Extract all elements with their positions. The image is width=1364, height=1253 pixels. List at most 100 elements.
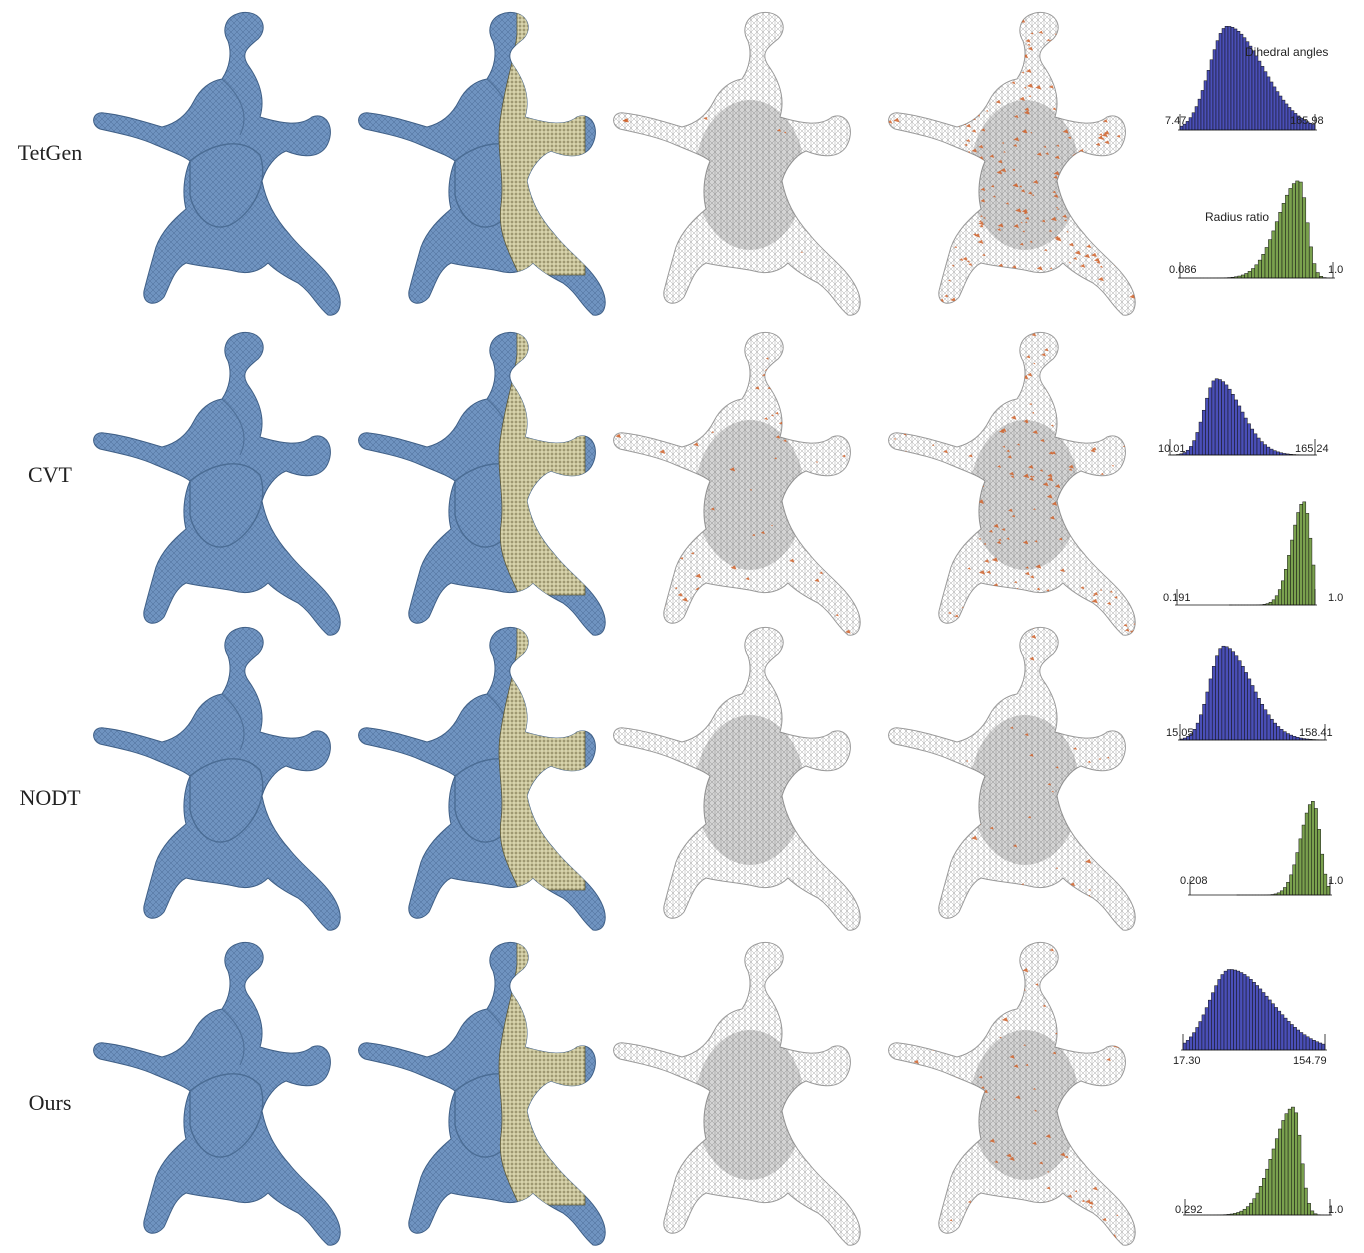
sliver-mark: [995, 100, 1001, 104]
sliver-mark: [947, 346, 952, 351]
sliver-mark: [853, 367, 856, 370]
sliver-mark: [651, 544, 657, 549]
histogram-bar: [1308, 246, 1313, 279]
sliver-mark: [943, 449, 948, 454]
histogram-bar: [1207, 999, 1212, 1051]
sliver-mark: [1129, 1177, 1136, 1182]
histogram-bar: [1307, 804, 1312, 896]
histogram-bar: [1274, 221, 1279, 279]
sliver-mark: [1103, 92, 1109, 96]
sliver-mark: [1050, 424, 1054, 427]
sliver-mark: [947, 91, 951, 94]
sliver-mark: [939, 243, 946, 248]
sliver-mark: [1010, 987, 1014, 991]
sliver-mark: [1015, 208, 1022, 213]
sliver-mark: [1087, 425, 1092, 429]
sliver-mark: [889, 416, 896, 421]
sliver-mark: [1100, 472, 1104, 476]
wire-light-body: [613, 331, 861, 636]
sliver-mark: [1123, 173, 1130, 178]
histogram-bar: [1218, 379, 1222, 456]
sliver-mark: [929, 468, 936, 474]
sliver-mark: [1073, 298, 1077, 301]
sliver-mark: [1139, 563, 1143, 566]
sliver-mark: [1077, 537, 1081, 540]
sliver-mark: [974, 1212, 978, 1216]
sliver-mark: [935, 1159, 941, 1163]
sliver-mark: [1036, 152, 1042, 156]
sliver-mark: [1015, 627, 1021, 630]
sliver-mark: [1088, 291, 1093, 296]
sliver-mark: [1055, 237, 1062, 242]
sliver-mark: [1087, 66, 1092, 70]
sliver-mark: [1005, 285, 1008, 288]
sliver-mark: [1074, 50, 1078, 54]
sliver-mark: [932, 607, 935, 610]
sliver-mark: [970, 18, 974, 22]
histogram-bar: [1286, 733, 1290, 741]
radius-max-label: 1.0: [1328, 1204, 1344, 1216]
sliver-mark: [1030, 920, 1037, 926]
sliver-mark: [888, 120, 893, 124]
sliver-mark: [891, 332, 897, 335]
sliver-mark: [1122, 106, 1128, 110]
sliver-mark: [906, 106, 912, 110]
sliver-mark: [1085, 1199, 1092, 1204]
wire-heavy-body: [888, 331, 1136, 636]
wireframe-light-nodt: [610, 620, 870, 940]
sliver-mark: [745, 577, 750, 581]
sliver-mark: [1104, 483, 1108, 486]
sliver-mark: [1074, 250, 1081, 255]
sliver-mark: [1109, 248, 1115, 253]
sliver-mark: [1115, 432, 1122, 437]
sliver-mark: [985, 109, 989, 112]
histogram-bar: [1274, 1138, 1279, 1216]
sliver-mark: [1092, 106, 1098, 111]
wire-core: [970, 420, 1080, 570]
sliver-mark: [978, 220, 982, 223]
sliver-mark: [950, 318, 955, 322]
histogram-bar: [1221, 645, 1226, 741]
cut-mesh-nodt: [355, 620, 615, 940]
sliver-mark: [796, 493, 801, 497]
sliver-mark: [932, 471, 939, 476]
sliver-mark: [1124, 981, 1127, 984]
sliver-mark: [959, 258, 964, 261]
sliver-mark: [1075, 33, 1079, 36]
histogram-bar: [1298, 181, 1303, 279]
sliver-mark: [1093, 117, 1100, 122]
sliver-mark: [1127, 511, 1134, 516]
cut-mesh-tetgen: [355, 5, 615, 325]
sliver-mark: [1111, 241, 1117, 246]
sliver-mark: [1105, 545, 1110, 549]
sliver-mark: [1132, 31, 1136, 35]
sliver-mark: [1009, 471, 1015, 476]
sliver-mark: [936, 940, 939, 942]
sliver-mark: [888, 21, 892, 24]
histogram-bar: [1247, 271, 1252, 279]
sliver-mark: [711, 431, 714, 434]
histogram-bar: [1279, 890, 1284, 896]
sliver-mark: [901, 368, 906, 372]
histogram-bar: [1252, 982, 1256, 1051]
sliver-mark: [913, 136, 918, 141]
sliver-mark: [980, 53, 986, 58]
sliver-mark: [912, 141, 916, 144]
sliver-mark: [1020, 221, 1023, 224]
histogram-bar: [1247, 423, 1251, 456]
sliver-mark: [1042, 1004, 1046, 1008]
histogram-bar: [1209, 59, 1214, 131]
sliver-mark: [1041, 352, 1046, 357]
sliver-mark: [996, 54, 1000, 58]
sliver-mark: [1024, 571, 1030, 576]
sliver-mark: [1100, 945, 1105, 949]
sliver-mark: [1110, 36, 1116, 41]
sliver-mark: [965, 760, 969, 762]
sliver-mark: [1102, 959, 1109, 964]
sliver-mark: [1057, 59, 1064, 64]
sliver-mark: [906, 361, 910, 364]
sliver-mark: [967, 54, 971, 57]
sliver-mark: [1123, 380, 1128, 383]
sliver-mark: [1091, 252, 1097, 258]
